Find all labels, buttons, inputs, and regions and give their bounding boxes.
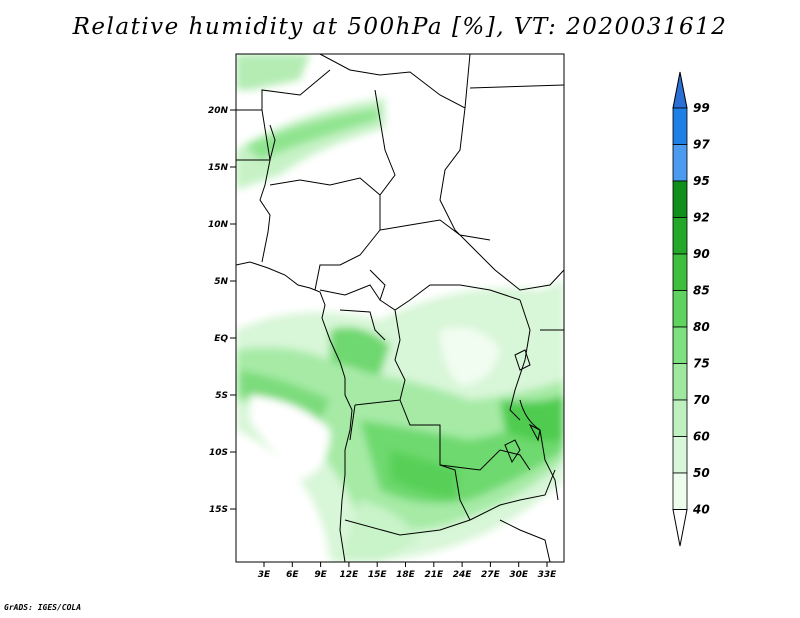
colorbar-segment: [672, 144, 688, 182]
colorbar-label: 97: [693, 138, 710, 152]
colorbar-segment: [672, 107, 688, 145]
lon-label: 27E: [481, 570, 501, 580]
lon-label: 15E: [368, 570, 388, 580]
lat-label: 15S: [209, 505, 228, 515]
lon-label: 3E: [258, 570, 271, 580]
colorbar-label: 99: [693, 101, 710, 115]
colorbar-label: 85: [693, 284, 710, 298]
lon-label: 30E: [509, 570, 529, 580]
colorbar-top-arrow: [672, 71, 688, 109]
colorbar-segment: [672, 363, 688, 401]
lat-label: 5N: [214, 277, 228, 287]
country-borders: [236, 54, 564, 562]
lat-label: EQ: [214, 334, 228, 344]
lon-label: 18E: [396, 570, 416, 580]
lat-label: 10S: [209, 448, 228, 458]
lat-label: 5S: [215, 391, 228, 401]
map-frame: [235, 53, 565, 563]
colorbar-segment: [672, 436, 688, 474]
colorbar-label: 50: [693, 466, 710, 480]
colorbar-label: 60: [693, 430, 710, 444]
colorbar-bottom-arrow: [672, 509, 688, 547]
colorbar-label: 75: [693, 357, 710, 371]
colorbar-label: 95: [693, 174, 710, 188]
colorbar-label: 92: [693, 211, 710, 225]
lon-label: 33E: [538, 570, 558, 580]
lat-label: 10N: [208, 220, 229, 230]
lat-label: 20N: [208, 106, 229, 116]
colorbar-segment: [672, 253, 688, 291]
lat-label: 15N: [208, 163, 229, 173]
grads-credit: GrADS: IGES/COLA: [4, 603, 82, 612]
humidity-shading: [236, 54, 564, 562]
colorbar: 99 97 95 92 90 85 80 75 70 60 50 40: [672, 71, 710, 547]
lon-label: 6E: [286, 570, 299, 580]
lon-label: 9E: [314, 570, 327, 580]
colorbar-label: 40: [692, 503, 710, 517]
colorbar-label: 70: [693, 393, 710, 407]
lon-label: 12E: [340, 570, 360, 580]
colorbar-label: 80: [693, 320, 710, 334]
map-title: Relative humidity at 500hPa [%], VT: 202…: [72, 14, 728, 40]
lon-label: 24E: [453, 570, 473, 580]
colorbar-segment: [672, 399, 688, 437]
colorbar-segment: [672, 472, 688, 510]
latitude-axis: 20N 15N 10N 5N EQ 5S 10S 15S: [208, 106, 236, 515]
colorbar-segment: [672, 217, 688, 255]
lon-label: 21E: [424, 570, 444, 580]
colorbar-segment: [672, 326, 688, 364]
colorbar-segment: [672, 290, 688, 328]
longitude-axis: 3E 6E 9E 12E 15E 18E 21E 24E 27E 30E 33E: [258, 562, 557, 580]
colorbar-label: 90: [693, 247, 710, 261]
colorbar-segment: [672, 180, 688, 218]
